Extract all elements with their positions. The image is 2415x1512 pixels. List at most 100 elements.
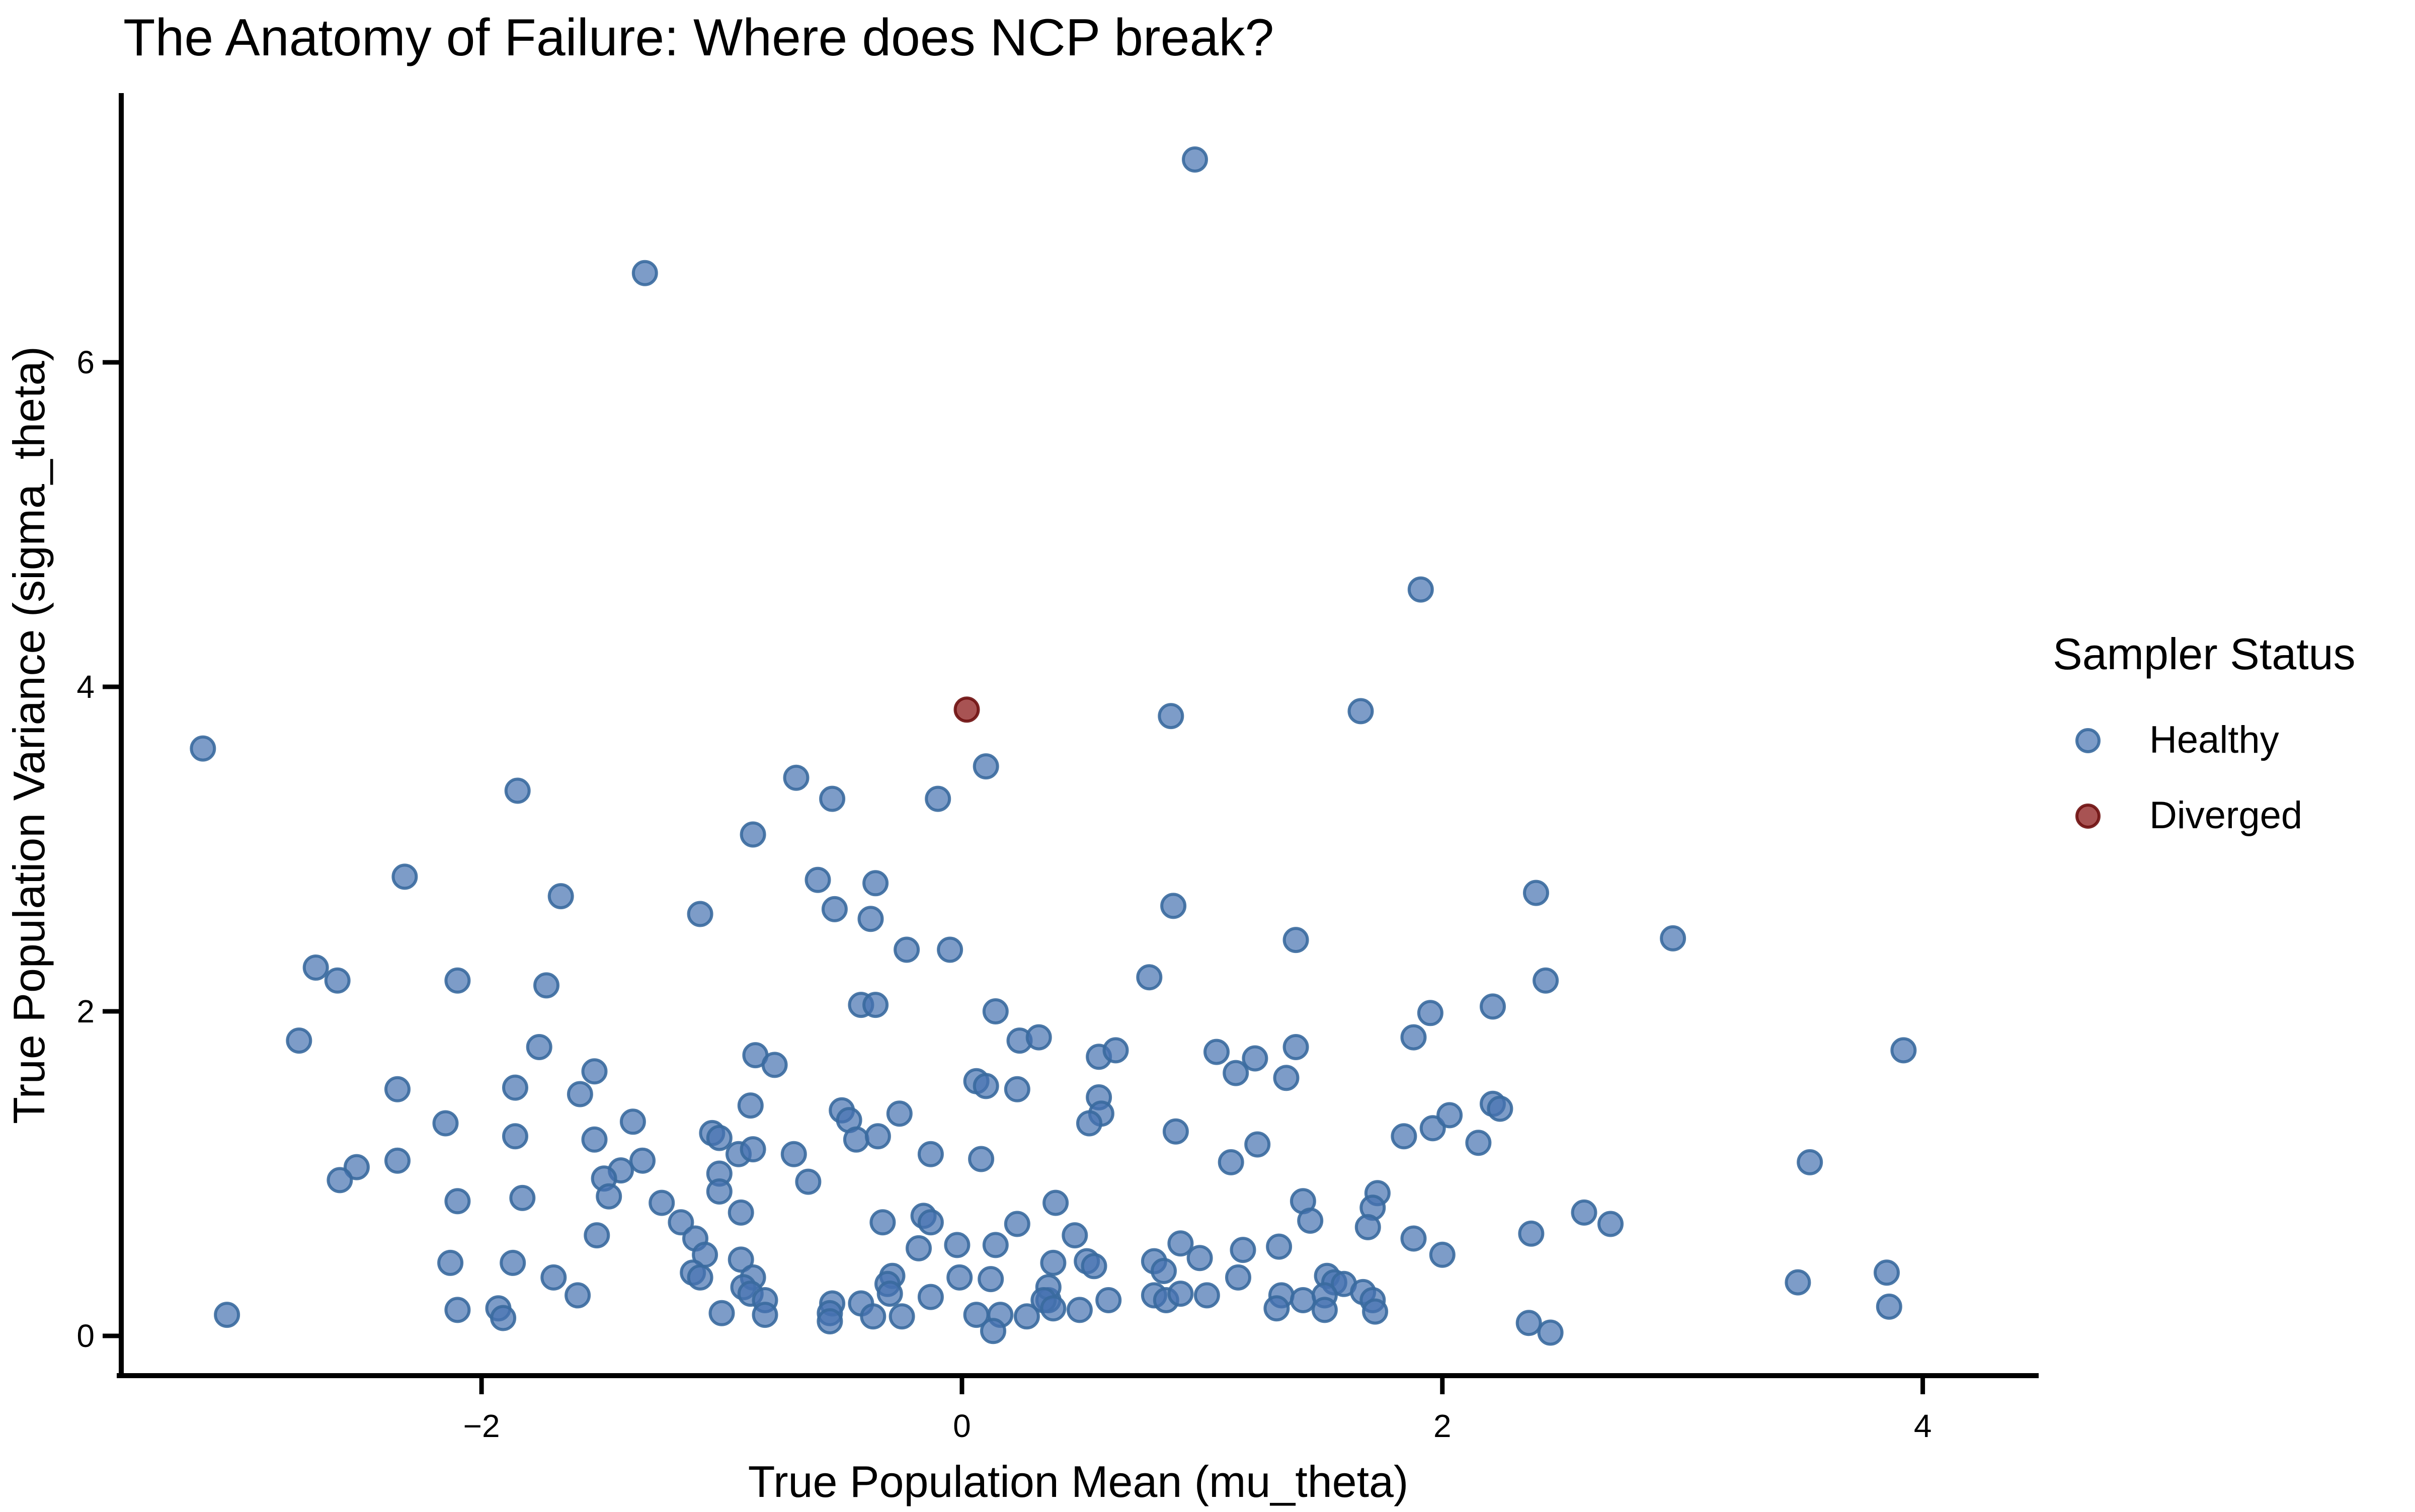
y-tick-label: 6	[76, 344, 95, 380]
data-point-healthy	[917, 1209, 944, 1236]
data-point-healthy	[917, 1141, 944, 1167]
data-point-healthy	[1290, 1287, 1316, 1313]
data-point-healthy	[581, 1126, 608, 1153]
data-point-healthy	[629, 1147, 656, 1174]
data-point-healthy	[944, 1232, 971, 1258]
data-point-healthy	[708, 1300, 735, 1326]
data-point-healthy	[687, 1264, 713, 1291]
data-point-healthy	[889, 1303, 915, 1330]
data-point-healthy	[821, 896, 848, 922]
data-point-healthy	[1066, 1297, 1093, 1323]
data-point-healthy	[1523, 880, 1549, 906]
data-point-healthy	[862, 992, 889, 1018]
legend-title: Sampler Status	[2053, 629, 2356, 679]
x-axis-ticks: −2 0 2 4	[463, 1378, 1931, 1444]
data-point-healthy	[596, 1183, 622, 1210]
data-point-healthy	[978, 1266, 1004, 1293]
data-point-healthy	[1186, 1245, 1213, 1271]
data-point-healthy	[1076, 1110, 1102, 1137]
data-point-healthy	[925, 785, 951, 812]
legend-label-diverged: Diverged	[2149, 794, 2302, 837]
data-point-healthy	[1151, 1258, 1177, 1284]
data-point-healthy	[444, 967, 471, 994]
data-point-healthy	[1282, 927, 1309, 953]
data-point-healthy	[1480, 993, 1506, 1020]
data-point-healthy	[1162, 1118, 1189, 1145]
legend-label-healthy: Healthy	[2149, 719, 2279, 761]
data-point-healthy	[706, 1125, 733, 1151]
data-point-healthy	[1160, 893, 1187, 919]
data-point-healthy	[1537, 1319, 1564, 1346]
data-point-healthy	[384, 1076, 411, 1102]
data-point-healthy	[1797, 1149, 1823, 1175]
data-point-healthy	[1040, 1249, 1067, 1276]
data-point-healthy	[286, 1027, 312, 1054]
data-point-healthy	[980, 1318, 1006, 1344]
data-point-healthy	[1282, 1034, 1309, 1060]
data-point-healthy	[886, 1100, 913, 1127]
data-point-healthy	[1347, 698, 1374, 725]
data-point-healthy	[737, 1092, 764, 1119]
data-point-healthy	[946, 1264, 973, 1291]
data-point-healthy	[581, 1058, 608, 1085]
data-point-healthy	[862, 870, 889, 897]
data-point-healthy	[740, 821, 766, 848]
data-point-healthy	[982, 998, 1009, 1024]
data-point-healthy	[1244, 1131, 1271, 1158]
data-point-healthy	[1391, 1123, 1417, 1150]
data-point-healthy	[1182, 146, 1208, 173]
data-point-healthy	[1225, 1264, 1251, 1291]
data-point-healthy	[1417, 1000, 1443, 1026]
data-point-healthy	[1407, 576, 1434, 603]
legend-swatch-diverged-icon	[2075, 804, 2101, 829]
data-point-healthy	[327, 1167, 353, 1193]
data-point-healthy	[444, 1297, 471, 1323]
x-tick-label: 0	[953, 1408, 971, 1444]
data-point-healthy	[1193, 1282, 1220, 1309]
data-point-healthy	[343, 1154, 370, 1180]
data-point-healthy	[391, 863, 418, 890]
data-point-healthy	[761, 1052, 788, 1078]
data-point-healthy	[1242, 1045, 1268, 1072]
data-point-healthy	[619, 1108, 646, 1135]
data-point-healthy	[906, 1235, 932, 1261]
data-point-healthy	[817, 1308, 843, 1334]
data-point-healthy	[1004, 1076, 1030, 1102]
data-point-healthy	[567, 1081, 593, 1107]
data-point-healthy	[780, 1141, 807, 1167]
data-point-healthy	[1436, 1102, 1463, 1129]
data-point-healthy	[1660, 925, 1686, 951]
data-point-healthy	[502, 1074, 528, 1101]
data-point-healthy	[190, 735, 216, 762]
data-point-healthy	[728, 1199, 754, 1226]
data-point-healthy	[795, 1168, 822, 1195]
data-point-healthy	[1354, 1214, 1381, 1240]
data-point-healthy	[1136, 964, 1163, 991]
data-point-healthy	[1158, 703, 1184, 730]
data-point-healthy	[917, 1284, 944, 1310]
data-point-healthy	[1266, 1233, 1293, 1260]
data-point-healthy	[1429, 1241, 1456, 1268]
data-point-healthy	[1785, 1269, 1811, 1296]
legend: Sampler Status Healthy Diverged	[2053, 629, 2356, 837]
data-point-healthy	[384, 1147, 411, 1174]
data-point-healthy	[1597, 1211, 1624, 1237]
data-point-healthy	[1419, 1115, 1446, 1142]
legend-swatch-healthy-icon	[2075, 728, 2101, 753]
data-point-healthy	[444, 1188, 471, 1215]
data-point-healthy	[649, 1189, 675, 1216]
data-point-healthy	[490, 1305, 517, 1331]
data-point-healthy	[1218, 1149, 1244, 1175]
data-point-healthy	[783, 764, 810, 791]
data-point-healthy	[504, 777, 531, 804]
data-point-healthy	[843, 1126, 869, 1153]
data-point-healthy	[937, 936, 963, 963]
data-point-healthy	[1362, 1298, 1389, 1325]
data-point-healthy	[1876, 1293, 1902, 1320]
data-point-healthy	[668, 1209, 694, 1236]
data-point-healthy	[1297, 1208, 1324, 1234]
data-point-healthy	[819, 785, 846, 812]
data-point-healthy	[1167, 1281, 1194, 1307]
y-axis-ticks: 0 2 4 6	[76, 344, 119, 1354]
